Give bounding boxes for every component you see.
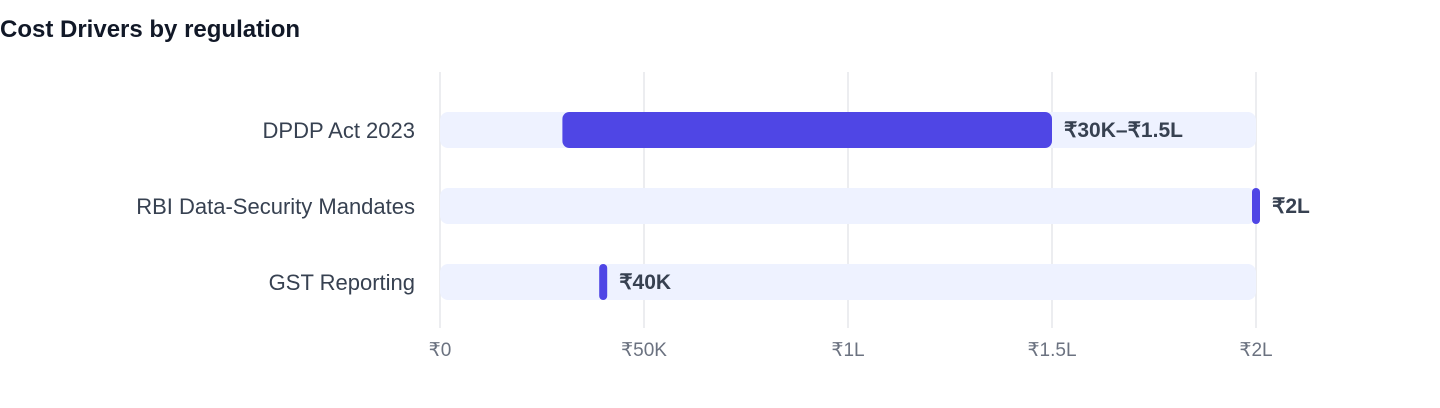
data-label: ₹30K–₹1.5L (1064, 119, 1183, 142)
bar (599, 264, 608, 300)
bar-track (440, 188, 1256, 224)
data-label: ₹40K (619, 271, 671, 294)
x-tick-label: ₹50K (621, 340, 667, 361)
bar-track (440, 264, 1256, 300)
labels: ₹0 ₹50K ₹1L ₹1.5L ₹2L ₹30K–₹1.5L DPDP Act 2023… (136, 118, 1310, 361)
x-tick-label: ₹1L (831, 340, 864, 361)
data-label: ₹2L (1272, 195, 1310, 218)
bar (562, 112, 1052, 148)
x-tick-label: ₹2L (1239, 340, 1272, 361)
chart-title: Cost Drivers by regulation (0, 16, 301, 43)
bars (562, 112, 1260, 300)
category-label: GST Reporting (269, 270, 415, 295)
category-label: DPDP Act 2023 (263, 118, 415, 143)
x-tick-label: ₹1.5L (1027, 340, 1076, 361)
x-tick-label: ₹0 (429, 340, 452, 361)
bar (1252, 188, 1260, 224)
category-label: RBI Data-Security Mandates (136, 194, 415, 219)
